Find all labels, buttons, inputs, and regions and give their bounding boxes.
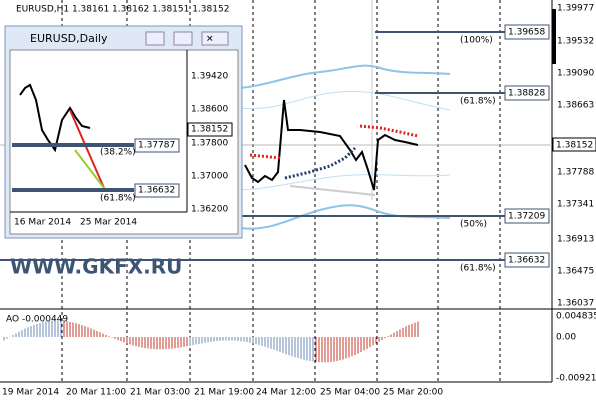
time-tick-label: 25 Mar 20:00 [383, 388, 443, 398]
inset-current-price-box [187, 122, 233, 137]
trend-line [289, 185, 376, 196]
sar-red [359, 124, 419, 138]
inset-time-label: 16 Mar 2014 [14, 218, 71, 228]
price-tick-label: 1.37788 [557, 168, 594, 178]
inset-time-label: 25 Mar 2014 [80, 218, 137, 228]
inset-level-box [134, 138, 180, 153]
inset-price-tick-label: 1.39420 [191, 72, 228, 82]
price-tick-label: 1.39532 [557, 37, 594, 47]
envelope-inner [239, 91, 451, 111]
time-tick-label: 21 Mar 19:00 [194, 388, 254, 398]
inset-current-price: 1.38152 [191, 125, 228, 135]
level-price: 1.37209 [508, 212, 545, 222]
price-tick-label: 1.36037 [557, 299, 594, 309]
time-tick-label: 20 Mar 11:00 [66, 388, 126, 398]
indicator-label: AO -0.000449 [6, 315, 68, 325]
level-percent: (50%) [460, 220, 487, 230]
time-axis: 19 Mar 2014 20 Mar 11:00 21 Mar 03:00 21 Ma… [2, 388, 443, 398]
inset-level-percent: (38.2%) [100, 148, 136, 158]
watermark: WWW.GKFX.RU [10, 255, 182, 279]
time-tick-label: 19 Mar 2014 [2, 388, 59, 398]
current-price-box [552, 137, 596, 152]
level-box [504, 208, 550, 224]
indicator-axis-label: 0.004835 [556, 312, 596, 322]
price-tick-label: 1.36475 [557, 267, 594, 277]
time-tick-label: 24 Mar 12:00 [256, 388, 316, 398]
price-candles [244, 99, 419, 191]
inset-level-percent: (61.8%) [100, 194, 136, 204]
close-button[interactable] [201, 31, 229, 46]
indicator-axis-label: -0.009216 [556, 374, 596, 384]
price-tick-label: 1.39090 [557, 69, 594, 79]
price-axis: 1.39977 1.39532 1.39090 1.38663 1.37788 1.373… [557, 4, 594, 309]
level-percent: (61.8%) [460, 97, 496, 107]
inset-level-price: 1.36632 [138, 186, 175, 196]
sar-red [249, 153, 281, 160]
inset-price-axis: 1.39420 1.38600 1.37800 1.37000 1.36200 [191, 72, 228, 215]
maximize-button[interactable] [173, 31, 193, 46]
inset-price-tick-label: 1.37800 [191, 139, 228, 149]
price-tick-label: 1.38663 [557, 101, 594, 111]
price-tick-label: 1.39977 [557, 4, 594, 14]
current-price: 1.38152 [556, 141, 593, 151]
ao-histogram [3, 320, 419, 363]
window-content [9, 49, 239, 235]
minimize-button[interactable] [145, 31, 165, 46]
close-icon: ✕ [206, 35, 214, 45]
inset-price-tick-label: 1.37000 [191, 172, 228, 182]
level-percent: (61.8%) [460, 264, 496, 274]
level-box [504, 252, 550, 268]
inset-fib-line [69, 109, 105, 189]
level-percent: (100%) [460, 36, 493, 46]
inset-fib-line [74, 149, 105, 189]
window-title: EURUSD,Daily [30, 32, 108, 45]
envelope-upper [239, 64, 451, 89]
inset-level-box [134, 183, 180, 198]
chart-header: EURUSD,H1 1.38161 1.38162 1.38151 1.3815… [16, 5, 229, 15]
level-box [504, 85, 550, 101]
scroll-marker [552, 9, 556, 64]
inset-level-price: 1.37787 [138, 141, 175, 151]
envelope-inner [239, 174, 451, 191]
inset-window: EURUSD,Daily ✕ (38.2%) 1.37787 (61.8%) 1… [4, 25, 243, 239]
indicator-axis-label: 0.00 [556, 333, 576, 343]
price-tick-label: 1.37341 [557, 200, 594, 210]
inset-price-tick-label: 1.36200 [191, 205, 228, 215]
level-price: 1.36632 [508, 256, 545, 266]
price-tick-label: 1.36913 [557, 235, 594, 245]
sar-blue [284, 146, 357, 180]
level-price: 1.39658 [508, 28, 545, 38]
level-price: 1.38828 [508, 89, 545, 99]
time-tick-label: 21 Mar 03:00 [130, 388, 190, 398]
time-tick-label: 25 Mar 04:00 [320, 388, 380, 398]
level-box [504, 24, 550, 40]
inset-price-tick-label: 1.38600 [191, 105, 228, 115]
